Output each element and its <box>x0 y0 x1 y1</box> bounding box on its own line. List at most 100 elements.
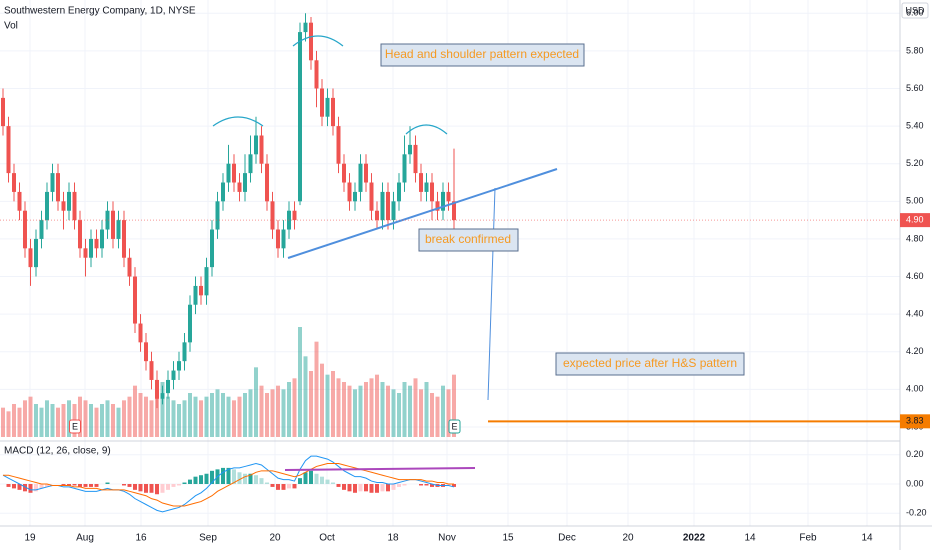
candle-body <box>375 210 379 221</box>
volume-bar <box>419 389 423 437</box>
candle-body <box>61 201 66 211</box>
y-tick-label: 5.60 <box>906 83 924 93</box>
currency: USD <box>905 5 925 15</box>
macd-histogram-bar <box>446 484 451 486</box>
macd-histogram-bar <box>12 484 16 489</box>
macd-histogram-bar <box>248 473 253 484</box>
candle-body <box>6 126 11 174</box>
annotation: Head and shoulder pattern expected <box>385 47 579 61</box>
x-tick-label: 20 <box>622 533 634 544</box>
candle-body <box>430 182 434 202</box>
candle-body <box>138 323 143 343</box>
annotation: expected price after H&S pattern <box>563 356 737 370</box>
volume-bar <box>188 393 192 437</box>
annotation-box <box>380 43 585 67</box>
candle-body <box>402 154 407 183</box>
candle-body <box>12 173 16 192</box>
volume-bar <box>259 385 264 437</box>
macd-histogram-bar <box>138 484 143 492</box>
candle-body <box>226 163 231 183</box>
macd-histogram-bar <box>402 484 407 486</box>
macd-histogram-bar <box>243 473 247 484</box>
macd-histogram-bar <box>193 476 198 484</box>
volume-bar <box>265 393 269 437</box>
volume-bar <box>6 411 11 437</box>
volume-bar <box>61 404 66 437</box>
candle-body <box>17 191 22 211</box>
macd-histogram-bar <box>199 475 203 484</box>
volume-bar <box>375 374 379 437</box>
volume-bar <box>171 400 176 437</box>
macd-histogram-bar <box>171 484 176 487</box>
volume-bar <box>67 400 71 437</box>
macd-histogram-bar <box>452 484 456 487</box>
candle-body <box>204 267 209 296</box>
macd-histogram-bar <box>204 473 209 484</box>
candle-body <box>380 191 385 221</box>
macd-histogram-bar <box>78 484 82 487</box>
macd-histogram-bar <box>160 484 165 493</box>
volume-bar <box>138 393 143 437</box>
candle-body <box>243 173 247 192</box>
candle-body <box>188 304 192 343</box>
currency-box[interactable] <box>901 2 929 19</box>
macd-histogram-bar <box>28 484 33 493</box>
volume-bar <box>155 389 159 437</box>
macd-histogram-bar <box>155 484 159 495</box>
macd-histogram-bar <box>122 484 126 486</box>
candle-body <box>23 210 27 249</box>
macd-histogram-bar <box>391 484 396 490</box>
macd-histogram-bar <box>221 467 225 484</box>
neckline <box>287 168 558 259</box>
x-tick-label: 2022 <box>683 533 706 544</box>
volume-bar <box>336 378 341 437</box>
candle-body <box>320 88 324 117</box>
volume-bar <box>83 400 88 437</box>
candle-body <box>45 191 49 221</box>
target-box <box>900 414 930 429</box>
macd-histogram-bar <box>270 484 275 487</box>
macd-trendline <box>284 467 476 471</box>
macd-histogram-bar <box>210 470 214 484</box>
macd-histogram-bar <box>23 484 27 492</box>
macd-histogram-bar <box>105 482 110 484</box>
volume-bar <box>424 382 429 437</box>
candle-body <box>391 201 396 221</box>
macd-histogram-bar <box>182 482 187 484</box>
y-tick-label: 6.00 <box>906 8 924 18</box>
volume-label: Vol <box>4 21 18 32</box>
y-tick-label: 5.80 <box>906 45 924 55</box>
macd-histogram-bar <box>314 473 319 484</box>
macd-histogram-bar <box>144 484 148 493</box>
candle-body <box>281 229 286 249</box>
candle-body <box>342 163 346 183</box>
macd-histogram-bar <box>149 484 154 493</box>
volume-bar <box>270 389 275 437</box>
macd-histogram-bar <box>287 484 291 489</box>
macd-histogram-bar <box>34 484 38 492</box>
volume-bar <box>1 407 5 437</box>
candle-body <box>309 22 313 61</box>
plot <box>1 13 456 513</box>
candle-body <box>83 248 88 258</box>
volume-bar <box>127 396 132 437</box>
volume-bar <box>446 389 451 437</box>
candle-body <box>50 173 55 192</box>
x-tick-label: Dec <box>558 533 576 544</box>
candle-body <box>166 379 170 394</box>
y-tick-label: 4.80 <box>906 233 924 243</box>
last-price-box <box>900 213 930 228</box>
macd-histogram-bar <box>232 469 236 484</box>
macd-histogram-bar <box>336 484 341 487</box>
macd-histogram-bar <box>61 484 66 486</box>
candle-body <box>424 182 429 192</box>
volume-bar <box>34 404 38 437</box>
macd-histogram-bar <box>397 484 401 487</box>
annotation-box <box>555 352 745 376</box>
macd-histogram-bar <box>419 484 423 486</box>
macd-histogram-bar <box>347 484 352 492</box>
volume-bar <box>116 407 121 437</box>
volume-bar <box>56 407 60 437</box>
macd-histogram-bar <box>188 479 192 484</box>
candle-body <box>155 379 159 399</box>
